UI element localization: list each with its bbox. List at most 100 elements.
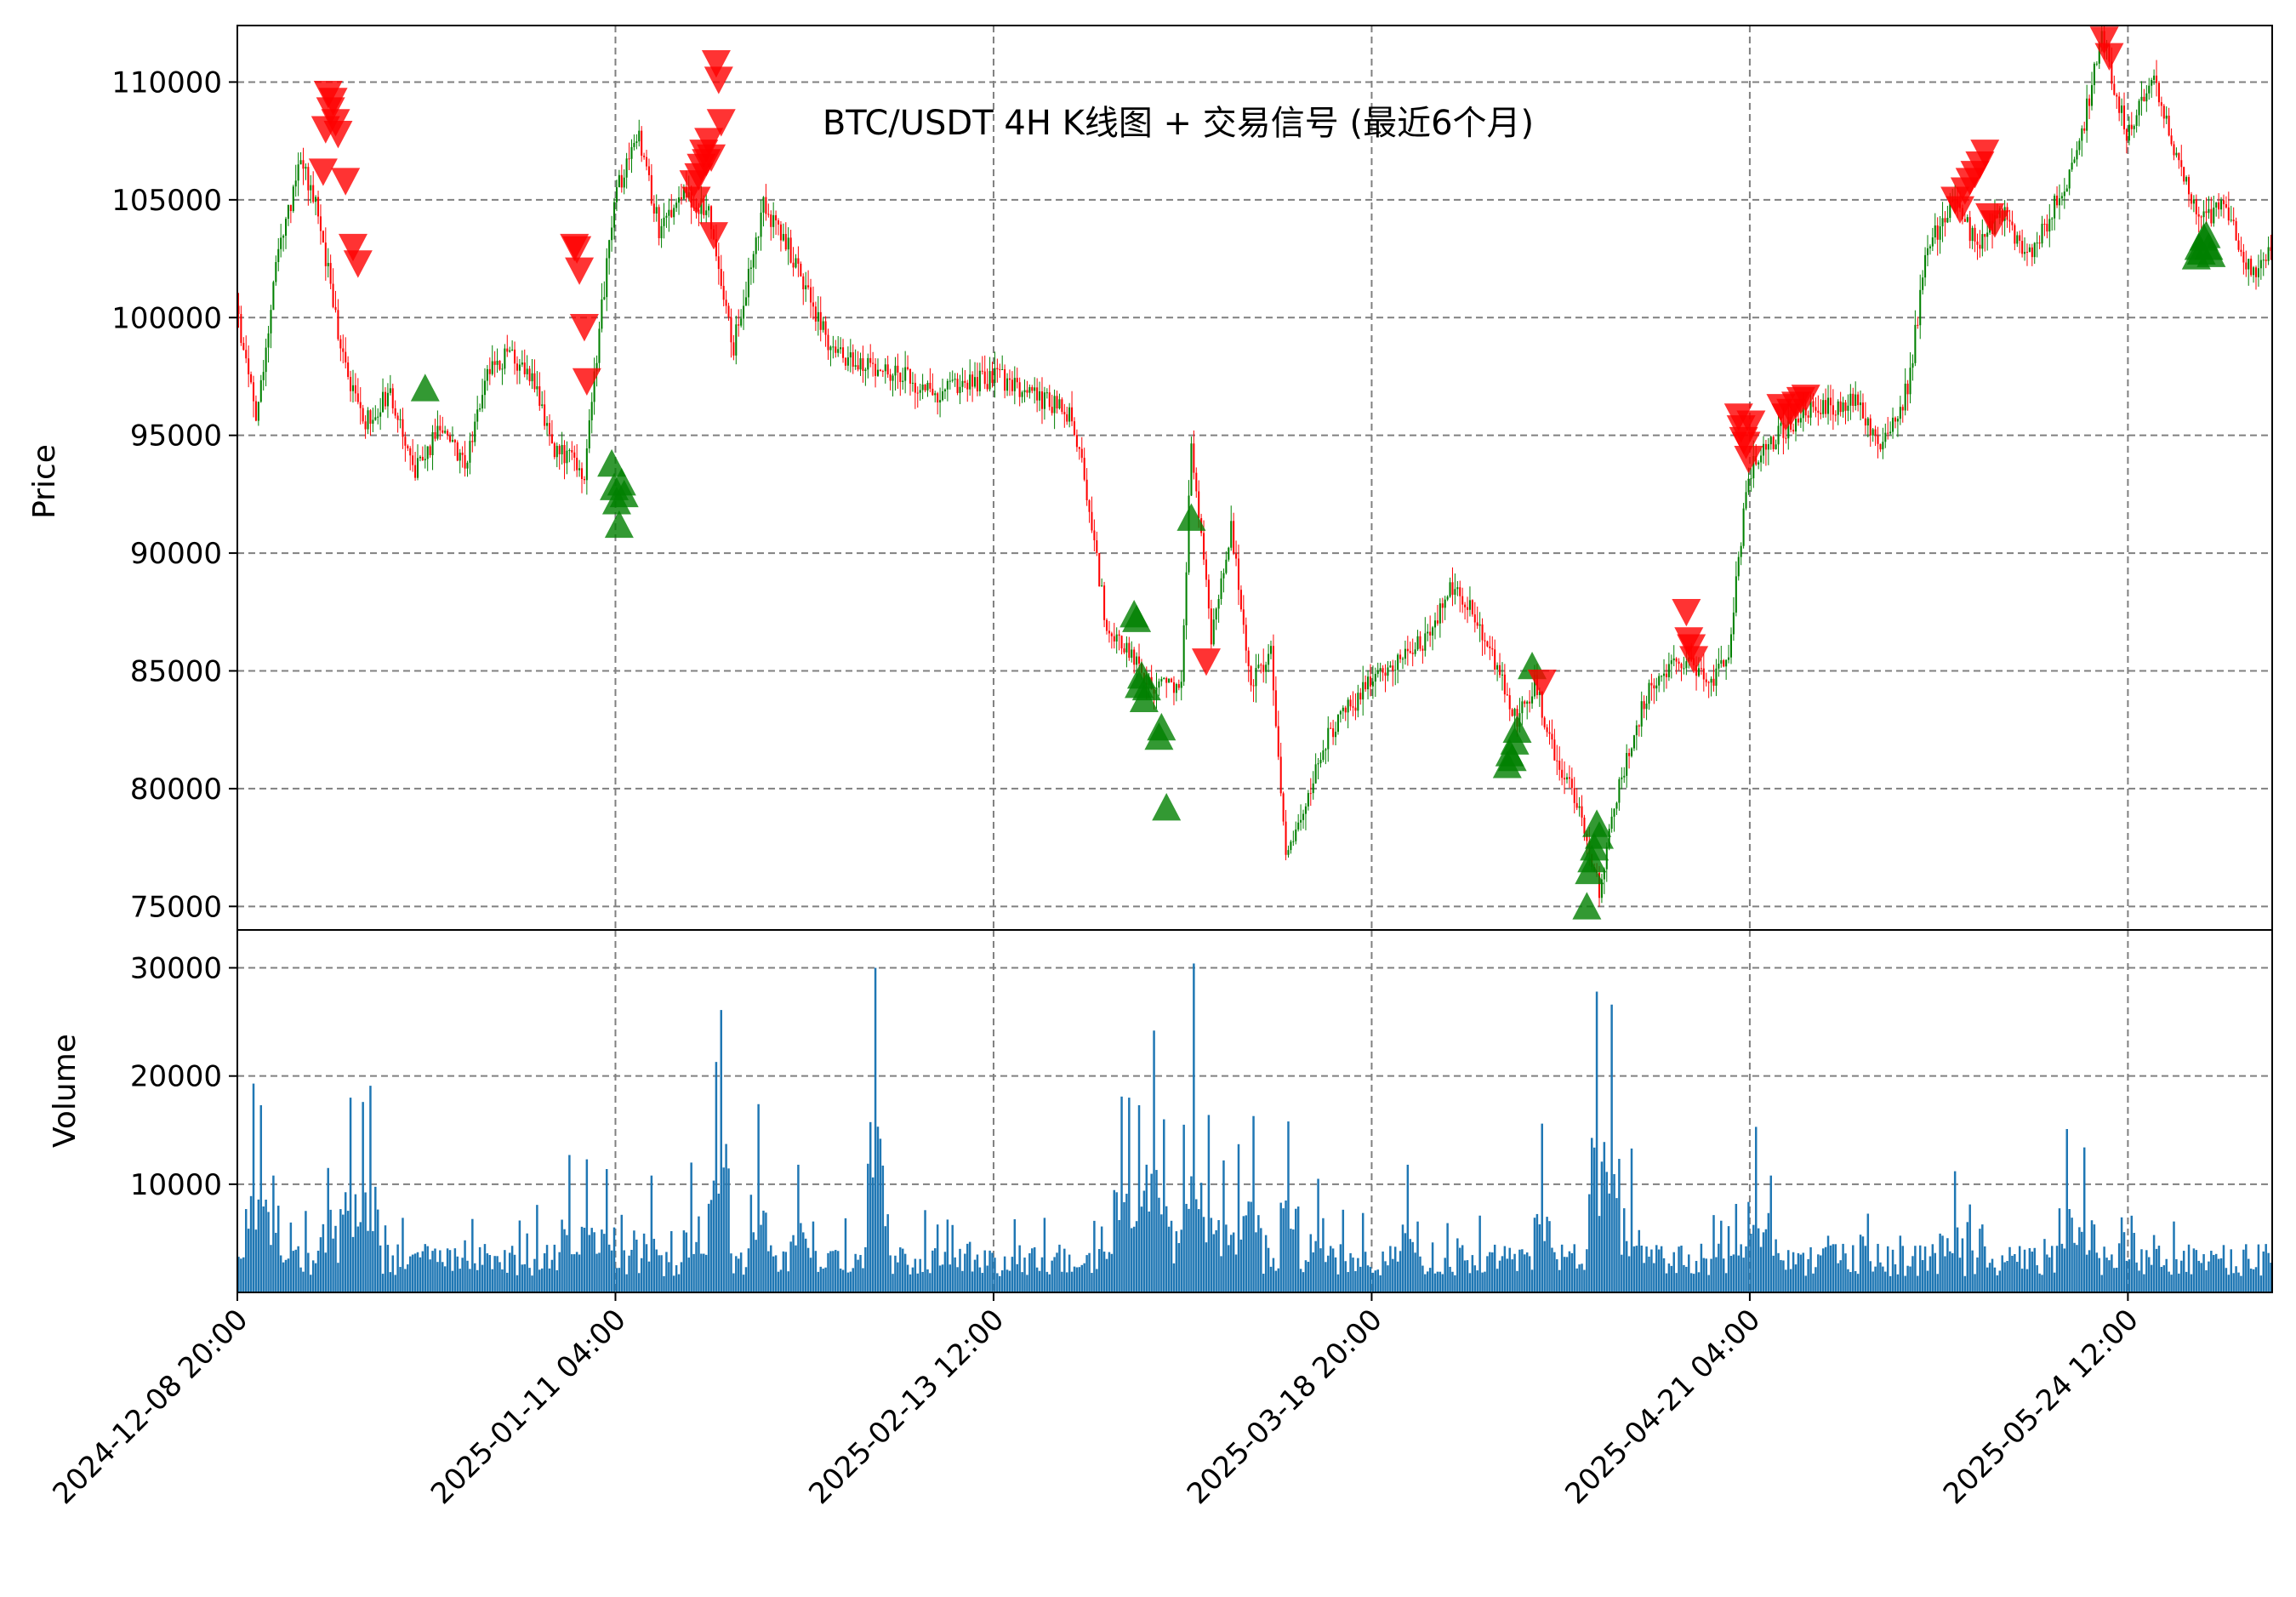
candle-body	[1618, 779, 1621, 803]
volume-bar	[265, 1199, 267, 1292]
candle-body	[1287, 850, 1290, 855]
volume-bar	[2237, 1272, 2240, 1292]
volume-bar	[936, 1224, 939, 1292]
volume-bar	[2048, 1257, 2051, 1292]
candle-body	[1586, 833, 1588, 841]
volume-bar	[2008, 1246, 2011, 1292]
candle-body	[284, 219, 288, 237]
candle-body	[872, 362, 875, 364]
candle-body	[749, 267, 752, 270]
volume-bar	[1786, 1250, 1790, 1292]
candle-body	[875, 363, 877, 376]
candle-body	[486, 368, 488, 381]
volume-bar	[1782, 1260, 1785, 1292]
candle-body	[603, 297, 606, 299]
candle-body	[2200, 216, 2202, 218]
candle-body	[1623, 775, 1626, 778]
candle-body	[2056, 195, 2059, 206]
volume-bar	[1382, 1251, 1384, 1292]
candle-body	[864, 369, 867, 371]
candle-body	[966, 382, 969, 390]
candle-body	[743, 305, 745, 319]
candle-body	[1182, 625, 1185, 682]
volume-bar	[389, 1272, 392, 1292]
candle-body	[1304, 806, 1307, 814]
volume-bar	[849, 1271, 852, 1292]
candle-body	[986, 384, 988, 390]
candle-body	[1252, 685, 1255, 687]
candle-body	[840, 347, 842, 350]
volume-bar	[531, 1275, 533, 1292]
volume-bar	[1285, 1201, 1287, 1292]
volume-bar	[1205, 1242, 1208, 1292]
volume-bar	[536, 1205, 538, 1292]
candle-body	[1239, 590, 1242, 610]
volume-bar	[2168, 1271, 2170, 1292]
volume-bar	[2225, 1268, 2228, 1292]
volume-bar	[1891, 1249, 1894, 1292]
sell-signal-marker	[1946, 196, 1975, 224]
volume-bar	[1605, 1172, 1609, 1292]
volume-bar	[1648, 1256, 1650, 1292]
volume-bar	[650, 1175, 653, 1292]
volume-bar	[1951, 1252, 1954, 1292]
volume-bar	[1524, 1254, 1526, 1292]
candle-body	[1459, 587, 1461, 596]
candle-body	[983, 371, 986, 385]
candle-body	[924, 384, 926, 391]
volume-bar	[892, 1274, 894, 1292]
volume-bar	[275, 1232, 277, 1292]
volume-bar	[1359, 1266, 1362, 1292]
volume-bar	[277, 1206, 280, 1292]
candle-body	[488, 368, 491, 374]
volume-bar	[633, 1230, 635, 1292]
candle-body	[939, 400, 942, 402]
sell-signal-marker	[704, 66, 733, 94]
candle-body	[1155, 687, 1158, 694]
volume-bar	[474, 1263, 476, 1292]
volume-bar	[1625, 1241, 1628, 1292]
volume-bar	[1309, 1234, 1313, 1292]
volume-bar	[2195, 1250, 2198, 1292]
volume-bar	[2170, 1275, 2173, 1292]
volume-bar	[259, 1105, 263, 1292]
sell-signal-marker	[2094, 43, 2124, 71]
candle-body	[1006, 378, 1009, 391]
volume-bar	[1411, 1241, 1414, 1292]
volume-bar	[2053, 1272, 2056, 1292]
volume-bar	[2178, 1273, 2180, 1292]
volume-bar	[2160, 1266, 2163, 1292]
volume-bar	[1299, 1269, 1302, 1292]
candle-body	[1608, 829, 1610, 847]
candle-body	[448, 435, 452, 442]
volume-bar	[675, 1265, 678, 1292]
candle-body	[2036, 242, 2038, 244]
candle-body	[2222, 200, 2225, 205]
candle-body	[464, 454, 466, 469]
volume-bar	[394, 1275, 396, 1292]
candle-body	[1861, 402, 1864, 419]
volume-bar	[1135, 1221, 1138, 1292]
volume-bar	[561, 1219, 563, 1292]
volume-bar	[1232, 1232, 1235, 1292]
candle-body	[907, 367, 909, 369]
candle-body	[630, 146, 633, 159]
candle-body	[1115, 634, 1118, 642]
volume-bar	[1807, 1258, 1809, 1292]
volume-bar	[735, 1256, 738, 1292]
volume-bar	[749, 1195, 753, 1292]
volume-bar	[488, 1255, 492, 1292]
volume-bar	[1657, 1249, 1661, 1292]
candle-body	[347, 362, 350, 377]
candle-body	[2063, 191, 2065, 197]
volume-bar	[601, 1229, 603, 1292]
volume-bar	[1508, 1247, 1511, 1292]
candle-body	[717, 256, 720, 270]
candle-body	[1414, 649, 1416, 654]
volume-bar	[1985, 1267, 1989, 1292]
signal-marks	[308, 26, 2226, 920]
candle-body	[1628, 752, 1631, 756]
candle-body	[275, 262, 277, 282]
volume-bar	[297, 1246, 299, 1292]
